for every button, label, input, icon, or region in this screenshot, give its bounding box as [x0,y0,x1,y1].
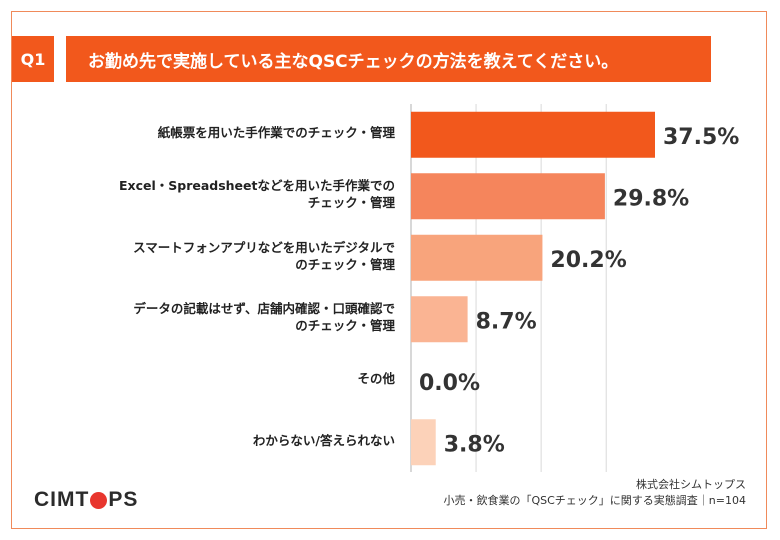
category-label-line: その他 [357,371,395,387]
category-label: Excel・Spreadsheetなどを用いた手作業での チェック・管理 [40,177,395,211]
question-badge: Q1 [12,36,54,82]
source-company: 株式会社シムトップス [636,478,746,491]
data-label: 3.8% [444,432,505,457]
logo-dot-icon [90,491,108,509]
category-label-line: 紙帳票を用いた手作業でのチェック・管理 [157,125,395,141]
bar [411,419,436,466]
category-label: スマートフォンアプリなどを用いたデジタルで のチェック・管理 [40,239,395,273]
cimtops-logo: CIMT PS [34,488,138,512]
category-label-line: チェック・管理 [307,195,395,211]
category-label-line: スマートフォンアプリなどを用いたデジタルで [133,239,395,255]
bar [411,173,605,220]
category-label-line: のチェック・管理 [295,318,395,334]
data-label: 37.5% [663,125,739,150]
bar [411,296,468,343]
category-label-line: Excel・Spreadsheetなどを用いた手作業での [118,178,395,194]
category-label: わからない/答えられない [40,432,395,449]
data-label: 0.0% [419,371,480,396]
data-label: 8.7% [476,309,537,334]
chart-frame [11,11,767,529]
category-label: 紙帳票を用いた手作業でのチェック・管理 [40,124,395,141]
bar [411,111,655,158]
question-title: お勤め先で実施している主なQSCチェックの方法を教えてください。 [66,36,711,82]
category-label: データの記載はせず、店舗内確認・口頭確認で のチェック・管理 [40,300,395,334]
category-label-line: データの記載はせず、店舗内確認・口頭確認で [133,301,395,317]
bar [411,234,543,281]
data-label: 29.8% [613,186,689,211]
data-label: 20.2% [550,248,626,273]
category-label-line: わからない/答えられない [252,432,395,448]
logo-text-right: PS [108,488,139,511]
category-label-line: のチェック・管理 [295,256,395,272]
source-note: 株式会社シムトップス 小売・飲食業の「QSCチェック」に関する実態調査｜n=10… [443,477,746,509]
logo-text-left: CIMT [34,488,90,511]
source-survey: 小売・飲食業の「QSCチェック」に関する実態調査｜n=104 [443,494,746,507]
category-label: その他 [40,370,395,387]
